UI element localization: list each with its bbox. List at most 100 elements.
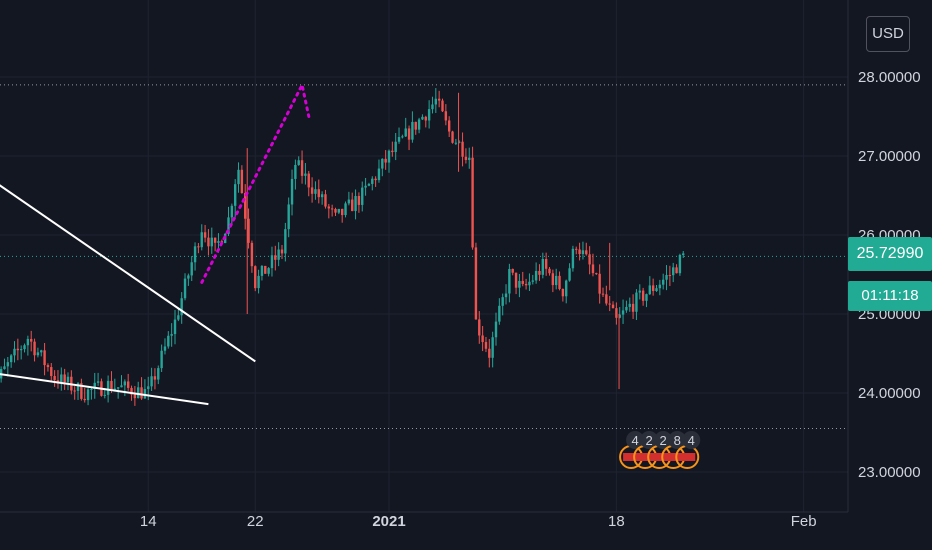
candle-body — [314, 189, 317, 194]
candle-body — [160, 350, 163, 369]
candle-body — [401, 136, 404, 138]
candle-body — [227, 217, 230, 234]
candle-body — [96, 381, 100, 383]
candle-body — [571, 248, 575, 269]
candle-body — [404, 128, 407, 137]
currency-button[interactable]: USD — [866, 16, 910, 52]
candle-body — [193, 246, 197, 263]
candle-body — [367, 183, 371, 186]
candle-body — [297, 160, 300, 165]
candle-body — [551, 273, 555, 286]
candle-body — [163, 346, 167, 351]
drawings[interactable] — [0, 80, 311, 406]
candle-body — [377, 168, 381, 181]
candle-body — [19, 349, 23, 351]
event-marker-count: 8 — [674, 433, 681, 448]
candle-body — [110, 380, 113, 391]
candle-body — [36, 352, 40, 356]
candle-body — [294, 164, 297, 179]
candle-body — [631, 303, 635, 312]
price-tick-label: 24.00000 — [858, 385, 921, 402]
candle-body — [80, 383, 83, 399]
candle-body — [361, 187, 364, 205]
candle-body — [575, 248, 578, 250]
candle-body — [190, 262, 193, 276]
candle-body — [675, 267, 678, 274]
candle-body — [558, 275, 561, 290]
candle-body — [260, 265, 264, 276]
candle-body — [598, 273, 601, 294]
candle-body — [6, 362, 10, 367]
candle-body — [83, 398, 86, 401]
candle-body — [304, 173, 307, 176]
candle-body — [471, 157, 474, 248]
candle-body — [501, 297, 504, 306]
candle-body — [307, 173, 310, 188]
candle-body — [147, 386, 150, 390]
flag-icon — [637, 453, 654, 461]
candle-body — [66, 376, 70, 383]
event-marker-badge[interactable] — [626, 431, 645, 449]
candle-body — [337, 208, 341, 213]
candle-body — [484, 342, 488, 349]
event-marker-badge[interactable] — [640, 431, 659, 449]
candle-body — [244, 193, 247, 219]
candle-body — [605, 294, 608, 304]
candle-body — [187, 275, 190, 279]
candle-body — [498, 305, 501, 322]
candle-body — [213, 237, 217, 243]
candle-body — [284, 229, 287, 254]
candle-body — [581, 250, 585, 255]
candle-body — [488, 348, 491, 358]
candle-body — [200, 232, 203, 248]
candle-body — [568, 268, 571, 281]
candle-body — [417, 119, 421, 130]
candle-body — [287, 204, 290, 230]
candle-body — [274, 255, 277, 260]
event-marker-badge[interactable] — [668, 431, 687, 449]
event-marker-badge[interactable] — [682, 431, 701, 449]
price-tick-label: 28.00000 — [858, 69, 921, 86]
candle-body — [441, 100, 444, 112]
candle-body — [354, 196, 357, 212]
candle-body — [511, 269, 514, 273]
candle-body — [73, 390, 76, 392]
candle-body — [371, 178, 374, 184]
event-marker-count: 2 — [646, 433, 653, 448]
upper-trendline[interactable] — [0, 85, 256, 363]
flag-icon — [623, 453, 640, 461]
candle-body — [120, 385, 123, 388]
candle-body — [277, 249, 280, 260]
flag-icon — [665, 453, 682, 461]
candle-body — [113, 388, 117, 391]
candle-body — [538, 270, 541, 275]
event-marker-badge[interactable] — [654, 431, 673, 449]
event-marker-count: 2 — [660, 433, 667, 448]
candle-body — [651, 285, 655, 292]
candle-body — [628, 303, 631, 307]
candle-body — [140, 387, 143, 399]
candle-body — [320, 194, 324, 198]
event-marker-count: 4 — [631, 433, 638, 448]
candle-body — [625, 306, 628, 311]
candle-body — [548, 268, 551, 274]
countdown-label: 01:11:18 — [848, 281, 932, 311]
candle-body — [210, 237, 213, 247]
lower-trendline[interactable] — [0, 267, 209, 406]
candle-body — [447, 120, 451, 132]
candle-body — [13, 348, 16, 356]
candle-body — [310, 187, 314, 194]
candle-body — [300, 160, 304, 176]
candle-body — [544, 258, 548, 269]
candle-body — [468, 157, 471, 160]
candle-body — [414, 121, 417, 130]
candle-body — [167, 335, 170, 347]
candle-body — [421, 116, 424, 120]
candle-body — [397, 137, 401, 142]
candle-body — [153, 376, 157, 380]
candle-body — [3, 366, 6, 370]
candle-body — [424, 116, 427, 121]
